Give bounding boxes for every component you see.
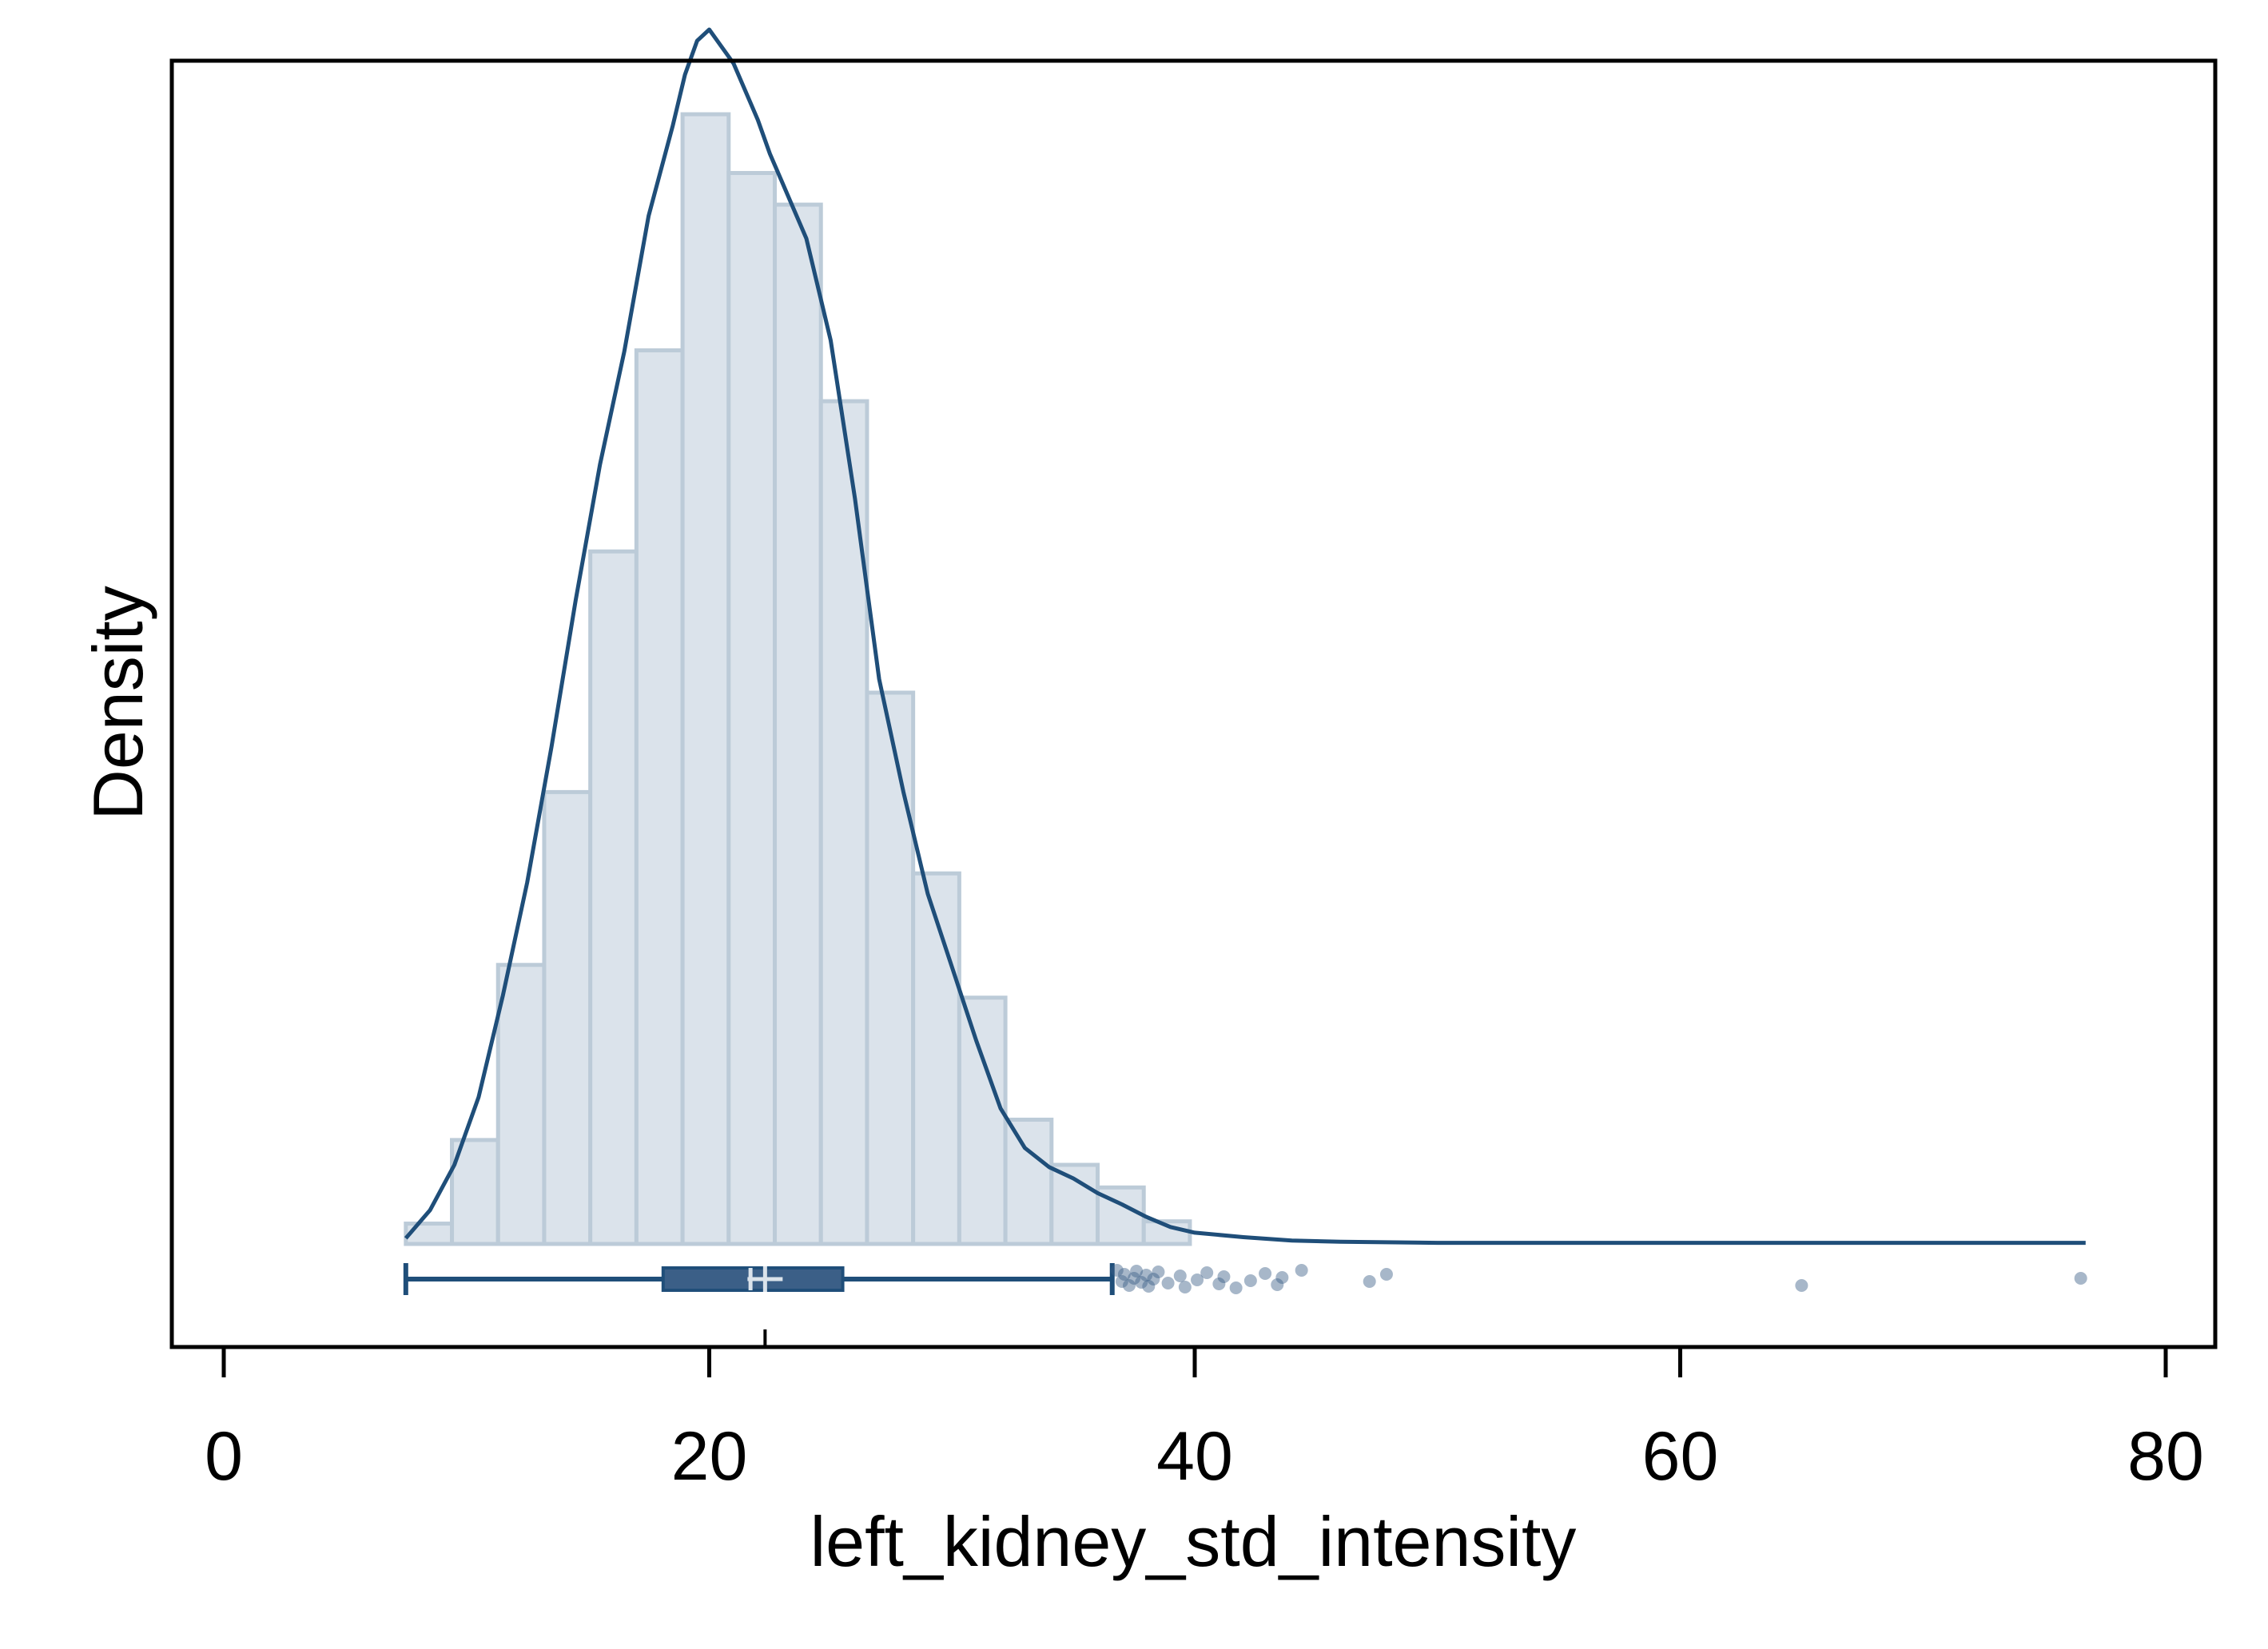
x-tick-label: 60: [1642, 1418, 1719, 1495]
boxplot-outlier: [1110, 1264, 1124, 1277]
boxplot-outlier: [1142, 1280, 1156, 1293]
histogram-bar: [911, 871, 961, 1246]
boxplot-outlier: [1795, 1279, 1808, 1292]
boxplot-outlier: [1128, 1272, 1141, 1285]
x-axis-label: left_kidney_std_intensity: [810, 1502, 1577, 1581]
boxplot-outlier: [1212, 1277, 1226, 1290]
x-tick-label: 20: [671, 1418, 748, 1495]
x-tick-label: 80: [2127, 1418, 2204, 1495]
histogram-bars: [404, 112, 1192, 1246]
boxplot-outlier: [1152, 1266, 1165, 1278]
histogram-bar: [588, 549, 639, 1246]
boxplot-group: [403, 1263, 2087, 1295]
boxplot-outlier: [1379, 1268, 1393, 1281]
histogram-bar: [726, 171, 778, 1246]
histogram-bar: [680, 112, 731, 1246]
boxplot-outlier: [1140, 1269, 1153, 1281]
boxplot-outlier: [1115, 1275, 1128, 1288]
boxplot-outlier: [1161, 1277, 1175, 1289]
boxplot-outlier: [1117, 1268, 1131, 1281]
histogram-bar: [865, 690, 916, 1246]
boxplot-outlier: [1178, 1281, 1192, 1293]
boxplot-outlier: [1243, 1274, 1257, 1287]
boxplot-outlier: [1191, 1274, 1204, 1286]
histogram-bar: [542, 789, 593, 1246]
y-axis-label: Density: [78, 586, 157, 820]
boxplot-outlier: [1271, 1278, 1284, 1291]
boxplot-outlier: [1147, 1273, 1160, 1285]
boxplot-outlier: [2074, 1272, 2087, 1285]
histogram-bar: [773, 202, 823, 1246]
boxplot-outlier: [1217, 1270, 1231, 1283]
histogram-bar: [404, 1222, 455, 1246]
boxplot-outlier: [1229, 1281, 1243, 1294]
boxplot-outlier: [1259, 1267, 1272, 1280]
x-axis: 0 20 40 60 80: [205, 1329, 2204, 1495]
density-curve: [404, 27, 2086, 1246]
histogram-bar: [1049, 1162, 1100, 1246]
x-tick-label: 40: [1156, 1418, 1233, 1495]
boxplot-outlier: [1173, 1270, 1187, 1282]
boxplot-outlier: [1200, 1266, 1214, 1279]
histogram-bar: [957, 995, 1008, 1246]
boxplot-box: [661, 1266, 845, 1292]
histogram-bar: [495, 963, 547, 1246]
x-tick-label: 0: [205, 1418, 243, 1495]
boxplot-outlier: [1135, 1276, 1148, 1289]
histogram-bar: [1003, 1117, 1054, 1246]
boxplot-outlier: [1122, 1279, 1136, 1292]
boxplot-outlier: [1363, 1275, 1376, 1288]
density-curve-group: [404, 27, 2086, 1246]
boxplot-outlier: [1275, 1271, 1289, 1284]
histogram-bar: [634, 348, 685, 1246]
histogram-bar: [450, 1138, 500, 1246]
boxplot-outlier: [1295, 1264, 1308, 1277]
boxplot-outlier: [1130, 1265, 1144, 1277]
